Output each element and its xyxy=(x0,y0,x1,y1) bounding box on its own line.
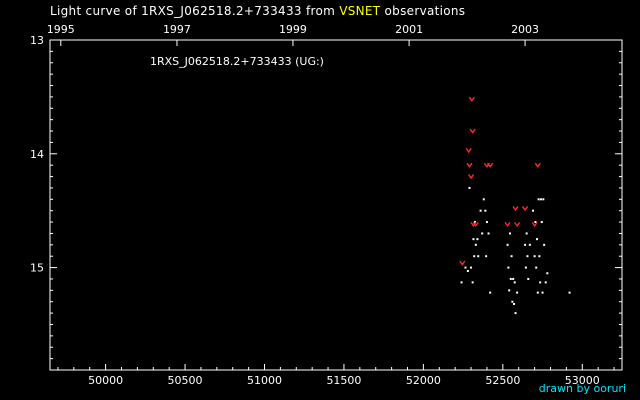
title-source: VSNET xyxy=(339,4,381,18)
observation-point xyxy=(473,255,476,258)
upper-limit-mark xyxy=(487,162,494,168)
observation-point xyxy=(546,272,549,275)
observation-point xyxy=(471,281,474,284)
year-tick-label: 2001 xyxy=(395,23,423,36)
observation-point xyxy=(524,266,527,269)
observation-point xyxy=(514,312,517,315)
year-tick-label: 1997 xyxy=(163,23,191,36)
upper-limit-mark xyxy=(531,221,538,228)
data-points xyxy=(459,96,571,315)
observation-point xyxy=(526,255,529,258)
observation-point xyxy=(485,255,488,258)
x-tick-label: 51000 xyxy=(247,374,282,387)
star-annotation: 1RXS_J062518.2+733433 (UG:) xyxy=(150,55,324,68)
observation-point xyxy=(537,198,540,201)
upper-limit-mark xyxy=(512,206,519,212)
observation-point xyxy=(487,232,490,235)
observation-point xyxy=(485,221,488,224)
upper-limit-mark xyxy=(467,174,475,180)
year-axis: 1995 1997 1999 2001 2003 xyxy=(47,23,539,46)
observation-point xyxy=(524,243,527,246)
observation-point xyxy=(470,266,473,269)
observation-point xyxy=(472,238,475,241)
observation-point xyxy=(482,198,485,201)
observation-point xyxy=(512,303,515,305)
observation-point xyxy=(525,232,528,235)
x-tick-label: 50500 xyxy=(168,374,203,387)
title-suffix: observations xyxy=(380,4,466,18)
upper-limit-mark xyxy=(468,96,475,102)
y-tick-label: 13 xyxy=(30,34,44,47)
upper-limit-mark xyxy=(504,221,511,228)
observation-point xyxy=(539,281,542,284)
observation-point xyxy=(464,266,467,269)
observation-point xyxy=(538,255,541,258)
observation-point xyxy=(542,198,545,201)
observation-point xyxy=(510,255,513,258)
observation-point xyxy=(528,243,531,246)
upper-limit-mark xyxy=(465,147,472,154)
upper-limit-mark xyxy=(469,128,476,134)
observation-point xyxy=(481,232,484,235)
y-tick-label: 15 xyxy=(30,262,44,275)
observation-point xyxy=(508,289,511,292)
upper-limit-mark xyxy=(470,221,477,228)
chart-title: Light curve of 1RXS_J062518.2+733433 fro… xyxy=(50,4,465,18)
y-axis: 13 14 15 xyxy=(30,34,622,371)
observation-point xyxy=(535,266,538,269)
observation-point xyxy=(544,281,547,284)
observation-point xyxy=(568,291,571,294)
observation-point xyxy=(506,243,509,246)
observation-point xyxy=(532,209,535,212)
observation-point xyxy=(507,266,510,269)
credit-text: drawn by ooruri xyxy=(538,382,626,395)
year-tick-label: 2003 xyxy=(511,23,539,36)
x-tick-label: 51500 xyxy=(326,374,361,387)
observation-point xyxy=(484,209,487,212)
observation-point xyxy=(460,281,463,284)
observation-point xyxy=(474,221,477,224)
observation-point xyxy=(516,291,519,294)
observation-point xyxy=(536,291,539,294)
observation-point xyxy=(512,277,515,280)
observation-point xyxy=(527,277,530,280)
observation-point xyxy=(468,186,471,189)
upper-limit-mark xyxy=(534,162,541,168)
y-tick-label: 14 xyxy=(30,148,44,161)
observation-point xyxy=(511,300,514,303)
observation-point xyxy=(489,291,492,294)
observation-point xyxy=(479,209,482,212)
upper-limit-mark xyxy=(514,221,521,228)
observation-point xyxy=(513,281,516,284)
observation-point xyxy=(540,221,543,224)
title-prefix: Light curve of 1RXS_J062518.2+733433 fro… xyxy=(50,4,340,18)
observation-point xyxy=(541,291,544,294)
observation-point xyxy=(535,238,538,241)
observation-point xyxy=(534,221,537,224)
plot-frame xyxy=(49,39,623,371)
upper-limit-mark xyxy=(472,221,479,228)
observation-point xyxy=(509,277,512,280)
upper-limit-mark xyxy=(466,162,473,168)
upper-limit-mark xyxy=(459,260,466,266)
observation-point xyxy=(539,198,542,201)
observation-point xyxy=(466,270,469,272)
observation-point xyxy=(477,255,480,258)
year-tick-label: 1999 xyxy=(279,23,307,36)
year-tick-label: 1995 xyxy=(47,23,75,36)
observation-point xyxy=(533,255,536,258)
x-tick-label: 52500 xyxy=(485,374,520,387)
x-axis: 50000 50500 51000 51500 52000 52500 53000 xyxy=(57,364,615,387)
observation-point xyxy=(474,243,477,246)
x-tick-label: 53000 xyxy=(565,374,600,387)
observation-point xyxy=(476,238,479,241)
observation-point xyxy=(508,232,511,235)
x-tick-label: 52000 xyxy=(406,374,441,387)
observation-point xyxy=(543,243,546,246)
upper-limit-mark xyxy=(522,206,529,212)
x-tick-label: 50000 xyxy=(88,374,123,387)
